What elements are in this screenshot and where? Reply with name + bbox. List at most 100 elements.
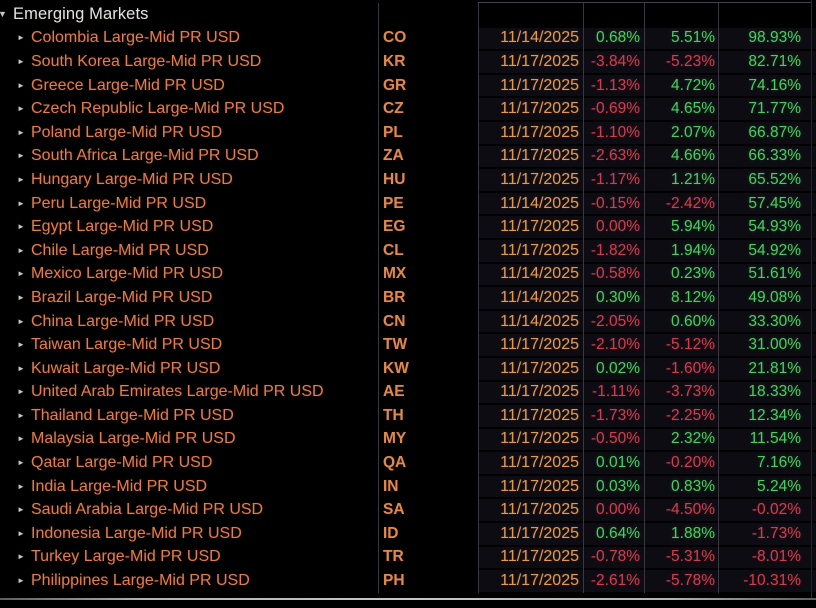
table-row[interactable]: ► Poland Large-Mid PR USD PL 11/17/2025 … (0, 120, 816, 145)
chg-2: 1.21% (671, 170, 715, 188)
expand-row-icon[interactable]: ► (17, 387, 25, 397)
table-row[interactable]: ► Czech Republic Large-Mid PR USD CZ 11/… (0, 97, 816, 121)
table-row[interactable]: ► China Large-Mid PR USD CN 11/14/2025 -… (0, 309, 816, 334)
table-row[interactable]: ► Brazil Large-Mid PR USD BR 11/14/2025 … (0, 286, 816, 310)
chg-1: -1.13% (590, 76, 640, 94)
table-row[interactable]: ► Mexico Large-Mid PR USD MX 11/14/2025 … (0, 262, 816, 287)
country-code: CZ (383, 100, 404, 118)
table-row[interactable]: ► India Large-Mid PR USD IN 11/17/2025 0… (0, 474, 816, 499)
index-name: South Korea Large-Mid PR USD (31, 52, 262, 70)
chg-3: 66.87% (748, 123, 801, 141)
index-name: Colombia Large-Mid PR USD (31, 29, 240, 47)
header-date-cell (478, 3, 583, 27)
expand-row-icon[interactable]: ► (17, 80, 25, 90)
table-row[interactable]: ► Chile Large-Mid PR USD CL 11/17/2025 -… (0, 238, 816, 263)
expand-row-icon[interactable]: ► (17, 410, 25, 420)
index-name: Saudi Arabia Large-Mid PR USD (31, 501, 264, 519)
header-chg2-cell (644, 3, 718, 27)
expand-row-icon[interactable]: ► (17, 505, 25, 515)
table-row[interactable]: ► United Arab Emirates Large-Mid PR USD … (0, 380, 816, 405)
country-code: SA (383, 501, 405, 519)
last-date: 11/17/2025 (500, 359, 579, 377)
expand-row-icon[interactable]: ► (17, 198, 25, 208)
index-name: Turkey Large-Mid PR USD (31, 548, 221, 566)
table-row[interactable]: ► Peru Large-Mid PR USD PE 11/14/2025 -0… (0, 191, 816, 216)
chg-1: -0.78% (590, 548, 640, 566)
expand-row-icon[interactable]: ► (17, 528, 25, 538)
last-date: 11/14/2025 (500, 312, 579, 330)
expand-row-icon[interactable]: ► (17, 56, 25, 66)
table-row[interactable]: ► Kuwait Large-Mid PR USD KW 11/17/2025 … (0, 356, 816, 381)
expand-row-icon[interactable]: ► (17, 576, 25, 586)
expand-row-icon[interactable]: ► (17, 363, 25, 373)
expand-row-icon[interactable]: ► (17, 222, 25, 232)
chg-1: -0.15% (590, 194, 640, 212)
index-name: South Africa Large-Mid PR USD (31, 147, 259, 165)
expand-row-icon[interactable]: ► (17, 434, 25, 444)
last-date: 11/17/2025 (500, 524, 579, 542)
group-header-row[interactable]: ▼ Emerging Markets (0, 3, 816, 27)
index-name: Mexico Large-Mid PR USD (31, 265, 224, 283)
expand-row-icon[interactable]: ► (17, 104, 25, 114)
expand-row-icon[interactable]: ► (17, 174, 25, 184)
country-code: IN (383, 477, 399, 495)
table-row[interactable]: ► Saudi Arabia Large-Mid PR USD SA 11/17… (0, 498, 816, 523)
chg-1: 0.03% (596, 477, 640, 495)
index-name: Brazil Large-Mid PR USD (31, 288, 213, 306)
country-code: QA (383, 454, 407, 472)
index-name: United Arab Emirates Large-Mid PR USD (31, 383, 324, 401)
chg-2: 4.72% (671, 76, 715, 94)
table-row[interactable]: ► Malaysia Large-Mid PR USD MY 11/17/202… (0, 427, 816, 452)
chg-3: 5.24% (757, 477, 801, 495)
table-row[interactable]: ► Taiwan Large-Mid PR USD TW 11/17/2025 … (0, 333, 816, 357)
table-row[interactable]: ► Egypt Large-Mid PR USD EG 11/17/2025 0… (0, 215, 816, 239)
country-code: ID (383, 524, 399, 542)
table-row[interactable]: ► Thailand Large-Mid PR USD TH 11/17/202… (0, 404, 816, 428)
expand-row-icon[interactable]: ► (17, 151, 25, 161)
country-code: TH (383, 406, 404, 424)
chg-1: -2.61% (590, 572, 640, 590)
country-code: HU (383, 170, 406, 188)
last-date: 11/17/2025 (500, 52, 579, 70)
expand-row-icon[interactable]: ► (17, 481, 25, 491)
table-row[interactable]: ► South Korea Large-Mid PR USD KR 11/17/… (0, 50, 816, 74)
table-row[interactable]: ► South Africa Large-Mid PR USD ZA 11/17… (0, 144, 816, 169)
last-date: 11/14/2025 (500, 288, 579, 306)
index-name: Greece Large-Mid PR USD (31, 76, 225, 94)
expand-row-icon[interactable]: ► (17, 127, 25, 137)
index-name: Indonesia Large-Mid PR USD (31, 524, 242, 542)
chg-1: 0.30% (596, 288, 640, 306)
country-code: MX (383, 265, 407, 283)
index-name: Hungary Large-Mid PR USD (31, 170, 233, 188)
expand-row-icon[interactable]: ► (17, 33, 25, 43)
table-body: ► Colombia Large-Mid PR USD CO 11/14/202… (0, 26, 816, 593)
chg-1: 0.68% (596, 29, 640, 47)
country-code: CL (383, 241, 404, 259)
expand-row-icon[interactable]: ► (17, 340, 25, 350)
chg-2: 2.32% (671, 430, 715, 448)
table-row[interactable]: ► Indonesia Large-Mid PR USD ID 11/17/20… (0, 522, 816, 546)
index-name: China Large-Mid PR USD (31, 312, 215, 330)
last-date: 11/17/2025 (500, 123, 579, 141)
expand-row-icon[interactable]: ► (17, 245, 25, 255)
expand-row-icon[interactable]: ► (17, 458, 25, 468)
collapse-group-icon[interactable]: ▼ (0, 9, 7, 20)
chg-3: 12.34% (748, 406, 801, 424)
table-row[interactable]: ► Hungary Large-Mid PR USD HU 11/17/2025… (0, 168, 816, 192)
expand-row-icon[interactable]: ► (17, 269, 25, 279)
table-row[interactable]: ► Turkey Large-Mid PR USD TR 11/17/2025 … (0, 545, 816, 570)
chg-2: 4.65% (671, 100, 715, 118)
table-row[interactable]: ► Qatar Large-Mid PR USD QA 11/17/2025 0… (0, 451, 816, 475)
chg-3: 7.16% (757, 454, 801, 472)
table-row[interactable]: ► Colombia Large-Mid PR USD CO 11/14/202… (0, 26, 816, 51)
last-date: 11/14/2025 (500, 29, 579, 47)
expand-row-icon[interactable]: ► (17, 552, 25, 562)
expand-row-icon[interactable]: ► (17, 316, 25, 326)
expand-row-icon[interactable]: ► (17, 292, 25, 302)
chg-3: 54.92% (748, 241, 801, 259)
country-code: KW (383, 359, 409, 377)
table-row[interactable]: ► Greece Large-Mid PR USD GR 11/17/2025 … (0, 73, 816, 98)
table-row[interactable]: ► Philippines Large-Mid PR USD PH 11/17/… (0, 569, 816, 593)
chg-2: -4.50% (665, 501, 715, 519)
header-chg3-cell (718, 3, 816, 27)
